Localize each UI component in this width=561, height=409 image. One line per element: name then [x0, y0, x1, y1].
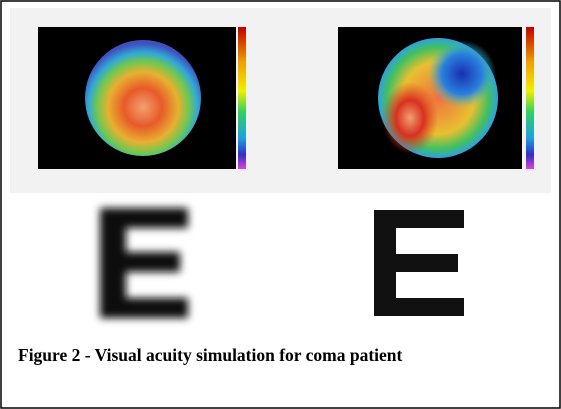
figure-caption: Figure 2 - Visual acuity simulation for … — [18, 345, 403, 365]
right-low — [428, 40, 496, 108]
left-colorbar — [238, 27, 246, 169]
right-high — [382, 82, 438, 154]
blurred-e — [100, 208, 188, 318]
right-colorbar — [526, 27, 534, 169]
sharp-e — [374, 210, 464, 316]
left-wavefront — [85, 40, 201, 156]
